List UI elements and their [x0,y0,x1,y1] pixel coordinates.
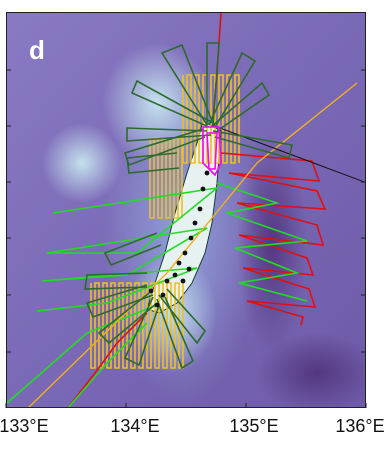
sighting-marker [182,250,188,256]
sighting-marker [192,220,198,226]
bathymetry-map [7,13,365,407]
bathymetry-shallow-zone [42,123,122,203]
sighting-marker [200,186,206,192]
x-tick-label-136: 136°E [335,416,385,436]
sighting-marker [186,266,192,272]
map-frame: d [6,12,366,408]
sighting-marker [160,292,166,298]
sighting-marker [164,278,170,284]
x-tick-label-134: 134°E [110,416,160,436]
survey-grid-central [149,137,183,219]
x-tick-label-135: 135°E [229,416,279,436]
magenta-track-lines [202,126,222,177]
bathymetry-shallow-zone [102,43,212,163]
orange-transect-line [28,82,358,407]
search-area-boxes [84,42,293,370]
sighting-markers [148,170,210,308]
x-tick-label-133: 133°E [0,416,49,436]
sighting-marker [188,235,194,241]
bathymetry-deep-trough [257,333,365,407]
sighting-marker [154,302,160,308]
sighting-marker [204,170,210,176]
panel-label: d [29,35,45,65]
green-track-lines [7,182,308,407]
sighting-marker [180,278,186,284]
sighting-marker [148,288,154,294]
sighting-marker [176,260,182,266]
sighting-marker [197,206,203,212]
sighting-marker [172,272,178,278]
bathymetry-deep-trough [237,133,307,353]
